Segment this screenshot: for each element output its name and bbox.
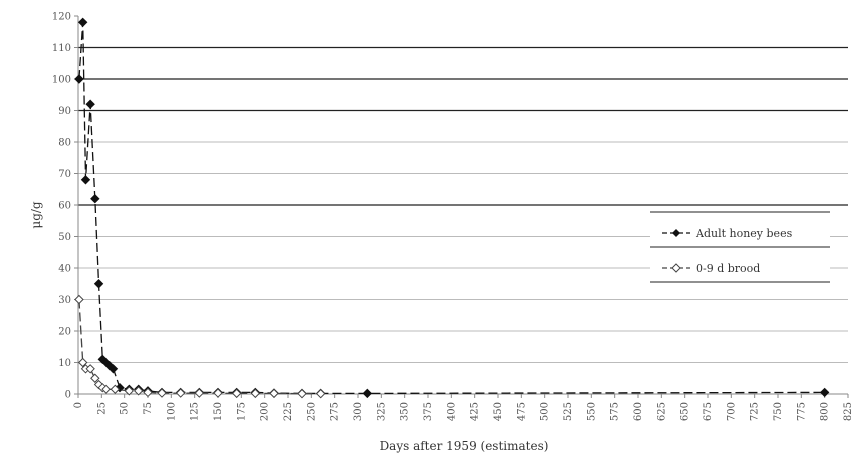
x-tick-label-25: 25 <box>96 402 107 415</box>
data-point-1-12 <box>157 388 167 398</box>
data-point-1-16 <box>231 388 242 399</box>
x-tick-label-625: 625 <box>656 402 667 421</box>
x-tick-label-275: 275 <box>330 402 341 421</box>
y-tick-label-110: 110 <box>52 43 71 54</box>
axes <box>74 15 849 398</box>
x-tick-label-350: 350 <box>400 402 411 421</box>
x-tick-label-125: 125 <box>190 402 201 421</box>
data-point-0-2 <box>80 175 91 185</box>
data-point-1-8 <box>110 384 121 394</box>
x-tick-label-600: 600 <box>633 402 644 421</box>
data-point-0-24 <box>819 387 830 398</box>
y-tick-labels: 0 10 20 30 40 50 60 70 80 90 100 110 120 <box>52 12 71 401</box>
data-point-1-13 <box>175 388 186 398</box>
data-point-1-15 <box>213 388 223 398</box>
y-tick-label-90: 90 <box>58 106 71 117</box>
x-tick-label-300: 300 <box>353 402 364 421</box>
x-tick-label-325: 325 <box>376 402 387 421</box>
x-tick-label-575: 575 <box>610 402 621 421</box>
y-tick-label-100: 100 <box>52 75 71 86</box>
data-point-0-0 <box>74 74 84 84</box>
data-point-1-17 <box>250 388 261 399</box>
x-tick-label-675: 675 <box>703 402 714 421</box>
series-line-1 <box>78 299 321 395</box>
y-tick-label-10: 10 <box>58 358 71 369</box>
x-tick-label-150: 150 <box>213 402 224 421</box>
x-tick-label-400: 400 <box>446 402 457 421</box>
x-axis-title: Days after 1959 (estimates) <box>380 439 549 453</box>
x-tick-label-825: 825 <box>843 402 852 421</box>
series-line-0 <box>78 22 825 395</box>
data-point-0-1 <box>77 17 88 28</box>
x-tick-label-800: 800 <box>820 402 831 421</box>
data-point-1-4 <box>90 373 100 383</box>
x-tick-label-500: 500 <box>540 402 551 421</box>
x-tick-label-450: 450 <box>493 402 504 421</box>
data-point-1-18 <box>269 388 279 399</box>
data-point-1-11 <box>143 387 153 398</box>
y-axis-title: μg/g <box>29 201 43 229</box>
x-tick-label-250: 250 <box>306 402 317 421</box>
data-point-1-0 <box>74 294 84 305</box>
x-tick-label-75: 75 <box>143 402 154 415</box>
x-tick-label-100: 100 <box>166 402 177 421</box>
x-tick-label-50: 50 <box>120 402 131 415</box>
data-point-1-7 <box>101 384 111 394</box>
x-tick-label-550: 550 <box>586 402 597 421</box>
x-tick-label-700: 700 <box>726 402 737 421</box>
data-point-0-9 <box>108 364 119 374</box>
legend: Adult honey bees 0-9 d brood <box>650 211 830 283</box>
y-tick-label-30: 30 <box>58 295 71 306</box>
x-tick-label-650: 650 <box>680 402 691 421</box>
x-tick-label-725: 725 <box>750 402 761 421</box>
x-tick-labels: 0 25 50 75 100 125 150 175 200 225 250 275 300 325 350… <box>73 402 852 421</box>
y-tick-label-20: 20 <box>58 327 71 338</box>
x-tick-label-775: 775 <box>796 402 807 421</box>
legend-marker-adult <box>672 229 680 237</box>
y-tick-label-60: 60 <box>58 201 71 212</box>
x-tick-label-375: 375 <box>423 402 434 421</box>
data-point-1-3 <box>85 364 95 374</box>
data-point-1-1 <box>77 357 88 368</box>
x-tick-label-425: 425 <box>470 402 481 421</box>
x-tick-label-175: 175 <box>236 402 247 421</box>
series-group <box>74 17 830 399</box>
y-tick-label-50: 50 <box>58 232 71 243</box>
data-point-0-3 <box>85 99 95 109</box>
x-tick-label-525: 525 <box>563 402 574 421</box>
data-point-1-19 <box>297 388 307 399</box>
y-tick-label-40: 40 <box>58 264 71 275</box>
data-point-1-20 <box>315 388 326 399</box>
y-tick-label-70: 70 <box>58 169 71 180</box>
x-tick-label-475: 475 <box>516 402 527 421</box>
x-tick-label-225: 225 <box>283 402 294 421</box>
data-point-1-14 <box>194 388 205 398</box>
data-point-0-23 <box>362 388 373 399</box>
legend-label-adult: Adult honey bees <box>695 227 793 240</box>
series-1 <box>74 294 326 399</box>
y-tick-label-0: 0 <box>65 390 71 401</box>
data-point-1-10 <box>133 386 144 396</box>
gridlines <box>78 46 848 363</box>
x-tick-label-750: 750 <box>773 402 784 421</box>
data-point-1-9 <box>124 386 135 396</box>
x-tick-label-0: 0 <box>73 402 84 408</box>
series-0 <box>74 17 830 399</box>
data-point-0-4 <box>90 193 100 204</box>
x-tick-label-200: 200 <box>260 402 271 421</box>
legend-marker-brood <box>671 263 681 273</box>
y-tick-label-80: 80 <box>58 138 71 149</box>
legend-label-brood: 0-9 d brood <box>696 262 760 275</box>
data-point-0-5 <box>93 279 104 289</box>
y-tick-label-120: 120 <box>52 12 71 23</box>
